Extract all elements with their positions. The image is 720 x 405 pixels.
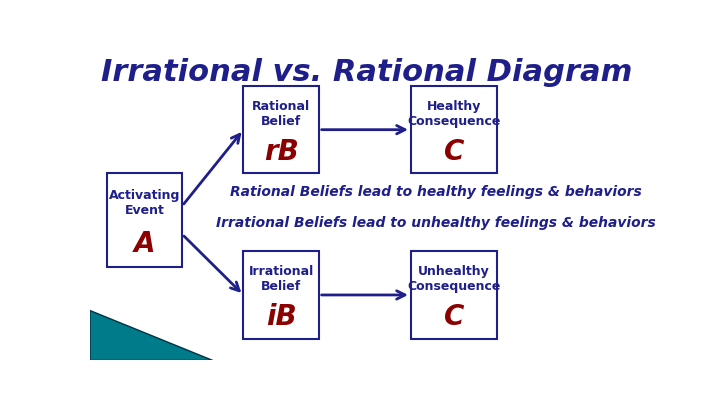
- Text: Irrational Beliefs lead to unhealthy feelings & behaviors: Irrational Beliefs lead to unhealthy fee…: [216, 216, 656, 230]
- Text: Rational Beliefs lead to healthy feelings & behaviors: Rational Beliefs lead to healthy feeling…: [230, 185, 642, 199]
- Text: C: C: [444, 303, 464, 331]
- Bar: [243, 86, 319, 173]
- Text: Rational
Belief: Rational Belief: [252, 100, 310, 128]
- Bar: [243, 251, 319, 339]
- Text: C: C: [444, 138, 464, 166]
- Text: Activating
Event: Activating Event: [109, 189, 180, 217]
- Text: Healthy
Consequence: Healthy Consequence: [408, 100, 501, 128]
- Bar: [107, 173, 182, 267]
- Text: rB: rB: [264, 138, 299, 166]
- Text: A: A: [134, 230, 155, 258]
- Bar: [411, 251, 498, 339]
- Polygon shape: [90, 311, 213, 360]
- Text: Unhealthy
Consequence: Unhealthy Consequence: [408, 265, 501, 293]
- Bar: [411, 86, 498, 173]
- Text: iB: iB: [266, 303, 297, 331]
- Text: Irrational vs. Rational Diagram: Irrational vs. Rational Diagram: [101, 58, 633, 87]
- Text: Irrational
Belief: Irrational Belief: [248, 265, 314, 293]
